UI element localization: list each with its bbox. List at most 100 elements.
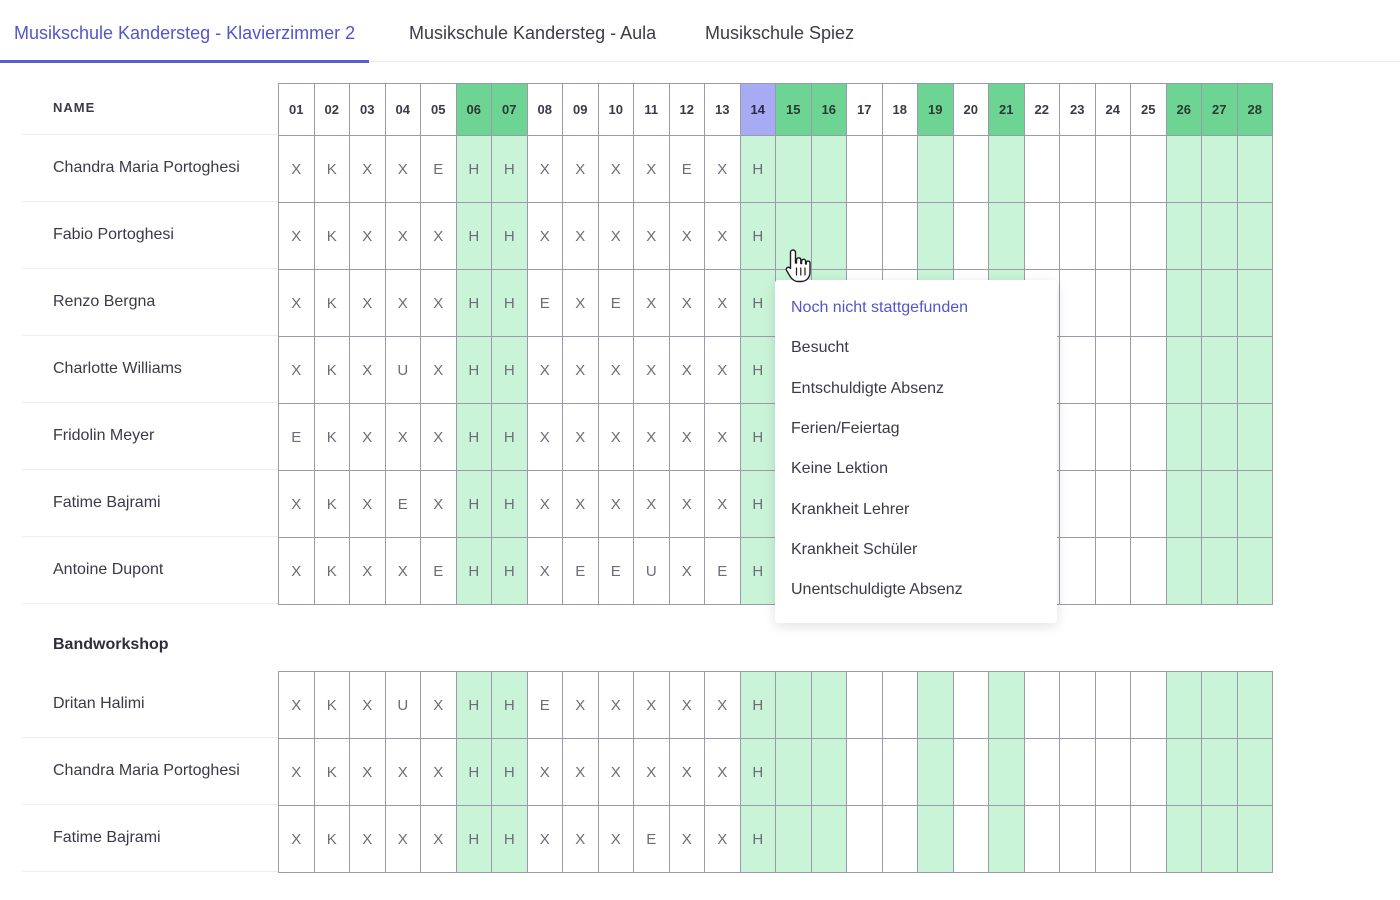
attendance-cell[interactable]: X [633, 202, 670, 270]
attendance-cell[interactable] [1059, 671, 1096, 739]
tab-klavierzimmer-2[interactable]: Musikschule Kandersteg - Klavierzimmer 2 [0, 0, 370, 63]
attendance-cell[interactable]: X [384, 537, 421, 605]
status-option[interactable]: Unentschuldigte Absenz [791, 581, 963, 599]
attendance-cell[interactable]: X [526, 336, 563, 404]
attendance-cell[interactable] [1059, 738, 1096, 806]
attendance-cell[interactable] [917, 738, 954, 806]
attendance-cell[interactable]: X [349, 537, 386, 605]
attendance-cell[interactable]: E [526, 269, 563, 337]
attendance-cell[interactable]: X [384, 805, 421, 873]
attendance-cell[interactable] [1094, 202, 1131, 270]
status-option[interactable]: Keine Lektion [791, 460, 888, 478]
attendance-cell[interactable]: X [420, 336, 457, 404]
attendance-cell[interactable]: X [668, 738, 705, 806]
attendance-cell[interactable]: E [562, 537, 599, 605]
attendance-cell[interactable] [846, 805, 883, 873]
attendance-cell[interactable] [1165, 403, 1202, 471]
attendance-cell[interactable] [1094, 336, 1131, 404]
attendance-cell[interactable]: K [313, 738, 350, 806]
attendance-cell[interactable] [1130, 202, 1167, 270]
attendance-cell[interactable]: K [313, 269, 350, 337]
attendance-cell[interactable]: X [349, 738, 386, 806]
attendance-cell[interactable]: H [491, 336, 528, 404]
attendance-cell[interactable] [810, 202, 847, 270]
attendance-cell[interactable]: H [455, 671, 492, 739]
attendance-cell[interactable] [1165, 135, 1202, 203]
attendance-cell[interactable] [1059, 805, 1096, 873]
attendance-cell[interactable] [952, 805, 989, 873]
attendance-cell[interactable]: X [278, 738, 315, 806]
attendance-cell[interactable]: X [278, 537, 315, 605]
attendance-cell[interactable] [1023, 738, 1060, 806]
attendance-cell[interactable]: X [278, 470, 315, 538]
attendance-cell[interactable] [810, 805, 847, 873]
attendance-cell[interactable] [1201, 269, 1238, 337]
attendance-cell[interactable] [846, 202, 883, 270]
attendance-cell[interactable] [775, 805, 812, 873]
attendance-cell[interactable]: K [313, 403, 350, 471]
attendance-cell[interactable]: X [704, 671, 741, 739]
attendance-cell[interactable] [1059, 537, 1096, 605]
attendance-cell[interactable]: X [668, 269, 705, 337]
attendance-cell[interactable]: X [704, 135, 741, 203]
attendance-cell[interactable] [846, 671, 883, 739]
attendance-cell[interactable]: H [739, 403, 776, 471]
attendance-cell[interactable]: X [597, 671, 634, 739]
attendance-cell[interactable] [1236, 470, 1273, 538]
attendance-cell[interactable]: X [597, 135, 634, 203]
attendance-cell[interactable]: X [597, 403, 634, 471]
attendance-cell[interactable] [1130, 738, 1167, 806]
attendance-cell[interactable] [1130, 403, 1167, 471]
status-option[interactable]: Ferien/Feiertag [791, 419, 900, 437]
attendance-cell[interactable]: H [491, 202, 528, 270]
attendance-cell[interactable]: X [526, 537, 563, 605]
attendance-cell[interactable]: X [349, 671, 386, 739]
attendance-cell[interactable]: X [562, 269, 599, 337]
attendance-cell[interactable]: X [562, 336, 599, 404]
status-option[interactable]: Noch nicht stattgefunden [791, 299, 969, 316]
attendance-cell[interactable] [1130, 269, 1167, 337]
attendance-cell[interactable] [1201, 805, 1238, 873]
attendance-cell[interactable]: H [455, 269, 492, 337]
attendance-cell[interactable]: K [313, 135, 350, 203]
attendance-cell[interactable]: X [668, 403, 705, 471]
attendance-cell[interactable] [1236, 135, 1273, 203]
attendance-cell[interactable]: X [597, 336, 634, 404]
attendance-cell[interactable]: X [562, 470, 599, 538]
attendance-cell[interactable] [775, 671, 812, 739]
attendance-cell[interactable]: X [633, 671, 670, 739]
attendance-cell[interactable]: X [704, 738, 741, 806]
attendance-cell[interactable] [1023, 135, 1060, 203]
attendance-cell[interactable] [1236, 403, 1273, 471]
attendance-cell[interactable] [881, 738, 918, 806]
attendance-cell[interactable] [988, 805, 1025, 873]
attendance-cell[interactable]: H [739, 336, 776, 404]
attendance-cell[interactable] [881, 805, 918, 873]
tab-aula[interactable]: Musikschule Kandersteg - Aula [409, 23, 657, 43]
attendance-cell[interactable]: X [704, 202, 741, 270]
attendance-cell[interactable]: X [668, 537, 705, 605]
attendance-cell[interactable] [1236, 671, 1273, 739]
attendance-cell[interactable] [988, 202, 1025, 270]
attendance-cell[interactable] [846, 738, 883, 806]
attendance-cell[interactable] [1165, 537, 1202, 605]
attendance-cell[interactable]: X [526, 805, 563, 873]
attendance-cell[interactable]: H [739, 671, 776, 739]
attendance-cell[interactable] [917, 202, 954, 270]
attendance-cell[interactable]: H [455, 805, 492, 873]
attendance-cell[interactable]: E [384, 470, 421, 538]
attendance-cell[interactable] [952, 671, 989, 739]
attendance-cell[interactable] [1059, 202, 1096, 270]
attendance-cell[interactable]: K [313, 336, 350, 404]
attendance-cell[interactable]: H [455, 738, 492, 806]
attendance-cell[interactable] [1201, 738, 1238, 806]
attendance-cell[interactable]: X [420, 470, 457, 538]
attendance-cell[interactable] [846, 135, 883, 203]
attendance-cell[interactable] [1059, 269, 1096, 337]
attendance-cell[interactable]: X [668, 470, 705, 538]
attendance-cell[interactable] [1201, 202, 1238, 270]
attendance-cell[interactable]: X [562, 671, 599, 739]
attendance-cell[interactable]: X [562, 805, 599, 873]
attendance-cell[interactable]: X [526, 470, 563, 538]
attendance-cell[interactable] [1094, 805, 1131, 873]
